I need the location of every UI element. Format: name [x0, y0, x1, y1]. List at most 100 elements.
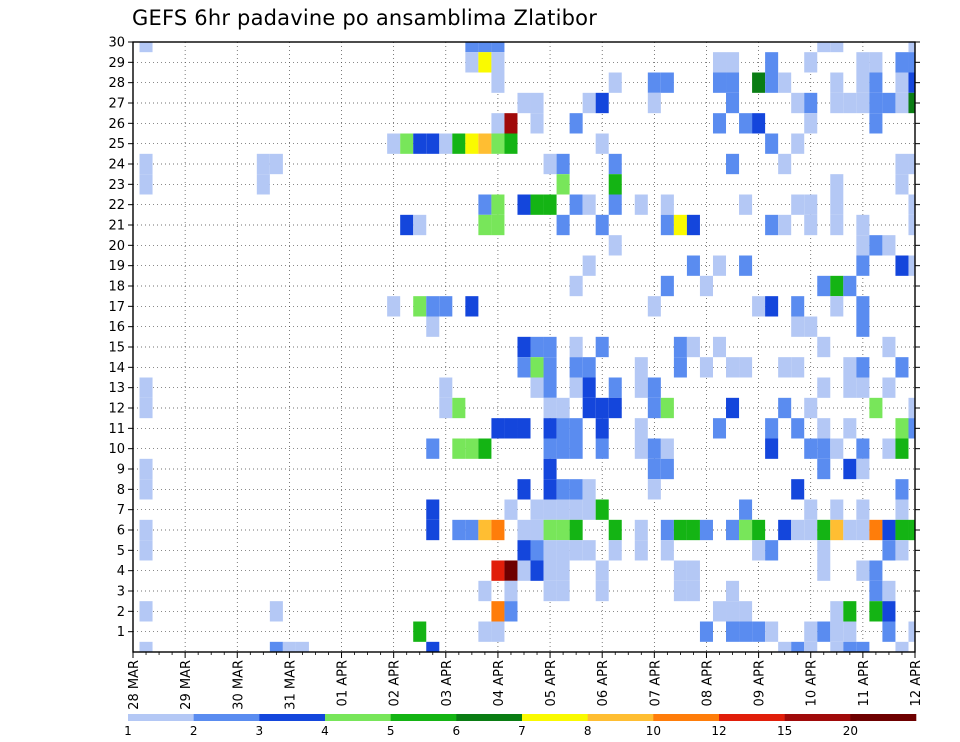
colorbar-swatch: [193, 714, 260, 721]
heatmap-cell: [765, 133, 779, 154]
heatmap-cell: [726, 72, 740, 93]
y-tick-label: 28: [108, 76, 125, 91]
colorbar-label: 4: [321, 724, 329, 738]
heatmap-cell: [139, 42, 153, 53]
heatmap-cell: [256, 174, 270, 195]
heatmap-cell: [765, 418, 779, 439]
heatmap-cell: [400, 214, 414, 236]
heatmap-cell: [817, 42, 831, 53]
heatmap-cell: [830, 499, 844, 520]
heatmap-cell: [882, 580, 896, 602]
colorbar-swatch: [456, 714, 523, 721]
heatmap-cell: [387, 296, 401, 317]
heatmap-cell: [608, 153, 622, 175]
heatmap-cell: [712, 52, 727, 73]
heatmap-cell: [726, 92, 740, 114]
heatmap-cell: [882, 519, 896, 541]
x-tick-label: 11 APR: [857, 660, 872, 706]
heatmap-cell: [517, 357, 531, 378]
heatmap-cell: [817, 336, 831, 358]
heatmap-cell: [452, 133, 466, 154]
heatmap-cell: [569, 540, 583, 561]
colorbar-swatch: [128, 714, 194, 721]
heatmap-cell: [595, 418, 609, 439]
heatmap-cell: [556, 397, 570, 419]
heatmap-cell: [504, 113, 518, 134]
heatmap-cell: [478, 621, 492, 642]
heatmap-cell: [569, 336, 583, 358]
heatmap-cell: [765, 52, 779, 73]
x-tick-label: 02 APR: [388, 660, 403, 706]
heatmap-cell: [908, 52, 915, 73]
heatmap-cell: [413, 296, 427, 317]
heatmap-cell: [778, 397, 792, 419]
heatmap-cell: [139, 377, 153, 398]
heatmap-cell: [843, 92, 857, 114]
heatmap-cell: [908, 519, 915, 541]
heatmap-cell: [712, 72, 727, 93]
heatmap-cell: [504, 601, 518, 622]
colorbar-label: 12: [711, 724, 726, 738]
heatmap-cell: [582, 540, 596, 561]
heatmap-cell: [595, 336, 609, 358]
heatmap-cell: [491, 194, 505, 215]
heatmap-cell: [543, 397, 557, 419]
heatmap-cell: [869, 560, 883, 581]
heatmap-cell: [569, 275, 583, 297]
y-tick-label: 30: [108, 36, 125, 51]
chart-title: GEFS 6hr padavine po ansamblima Zlatibor: [132, 6, 598, 30]
heatmap-cell: [413, 214, 427, 236]
heatmap-cell: [595, 214, 609, 236]
heatmap-cell: [569, 418, 583, 439]
heatmap-cell: [895, 153, 909, 175]
heatmap-cell: [582, 92, 596, 114]
y-tick-label: 1: [117, 625, 125, 640]
heatmap-cell: [465, 438, 479, 459]
heatmap-cell: [465, 133, 479, 154]
heatmap-cell: [582, 479, 596, 500]
colorbar-label: 15: [777, 724, 792, 738]
heatmap-cell: [830, 641, 844, 652]
heatmap-cell: [660, 519, 674, 541]
heatmap-cell: [739, 113, 753, 134]
heatmap-cell: [139, 174, 153, 195]
heatmap-cell: [804, 641, 818, 652]
heatmap-cell: [478, 42, 492, 53]
heatmap-cell: [843, 519, 857, 541]
heatmap-cell: [791, 519, 805, 541]
heatmap-cell: [530, 377, 544, 398]
heatmap-cell: [856, 92, 870, 114]
heatmap-cell: [543, 519, 557, 541]
heatmap-cell: [830, 42, 844, 53]
heatmap-cell: [739, 601, 753, 622]
heatmap-cells: [139, 42, 915, 652]
x-tick-label: 05 APR: [544, 660, 559, 706]
colorbar-label: 8: [584, 724, 592, 738]
heatmap-cell: [895, 499, 909, 520]
heatmap-cell: [608, 72, 622, 93]
heatmap-cell: [686, 519, 700, 541]
y-tick-label: 26: [108, 117, 125, 132]
heatmap-cell: [765, 621, 779, 642]
y-tick-label: 12: [108, 402, 125, 417]
colorbar-label: 10: [646, 724, 661, 738]
heatmap-cell: [869, 72, 883, 93]
y-tick-label: 29: [108, 56, 125, 71]
heatmap-cell: [830, 72, 844, 93]
colorbar-swatch: [522, 714, 588, 721]
heatmap-cell: [426, 519, 440, 541]
heatmap-cell: [647, 458, 661, 480]
heatmap-cell: [660, 540, 674, 561]
y-tick-label: 13: [108, 381, 125, 396]
heatmap-cell: [765, 72, 779, 93]
heatmap-cell: [830, 275, 844, 297]
heatmap-cell: [634, 194, 648, 215]
heatmap-cell: [426, 316, 440, 337]
heatmap-cell: [804, 438, 818, 459]
heatmap-cell: [856, 458, 870, 480]
heatmap-cell: [608, 174, 622, 195]
heatmap-cell: [908, 72, 915, 93]
heatmap-cell: [856, 438, 870, 459]
heatmap-cell: [778, 519, 792, 541]
heatmap-cell: [582, 255, 596, 276]
